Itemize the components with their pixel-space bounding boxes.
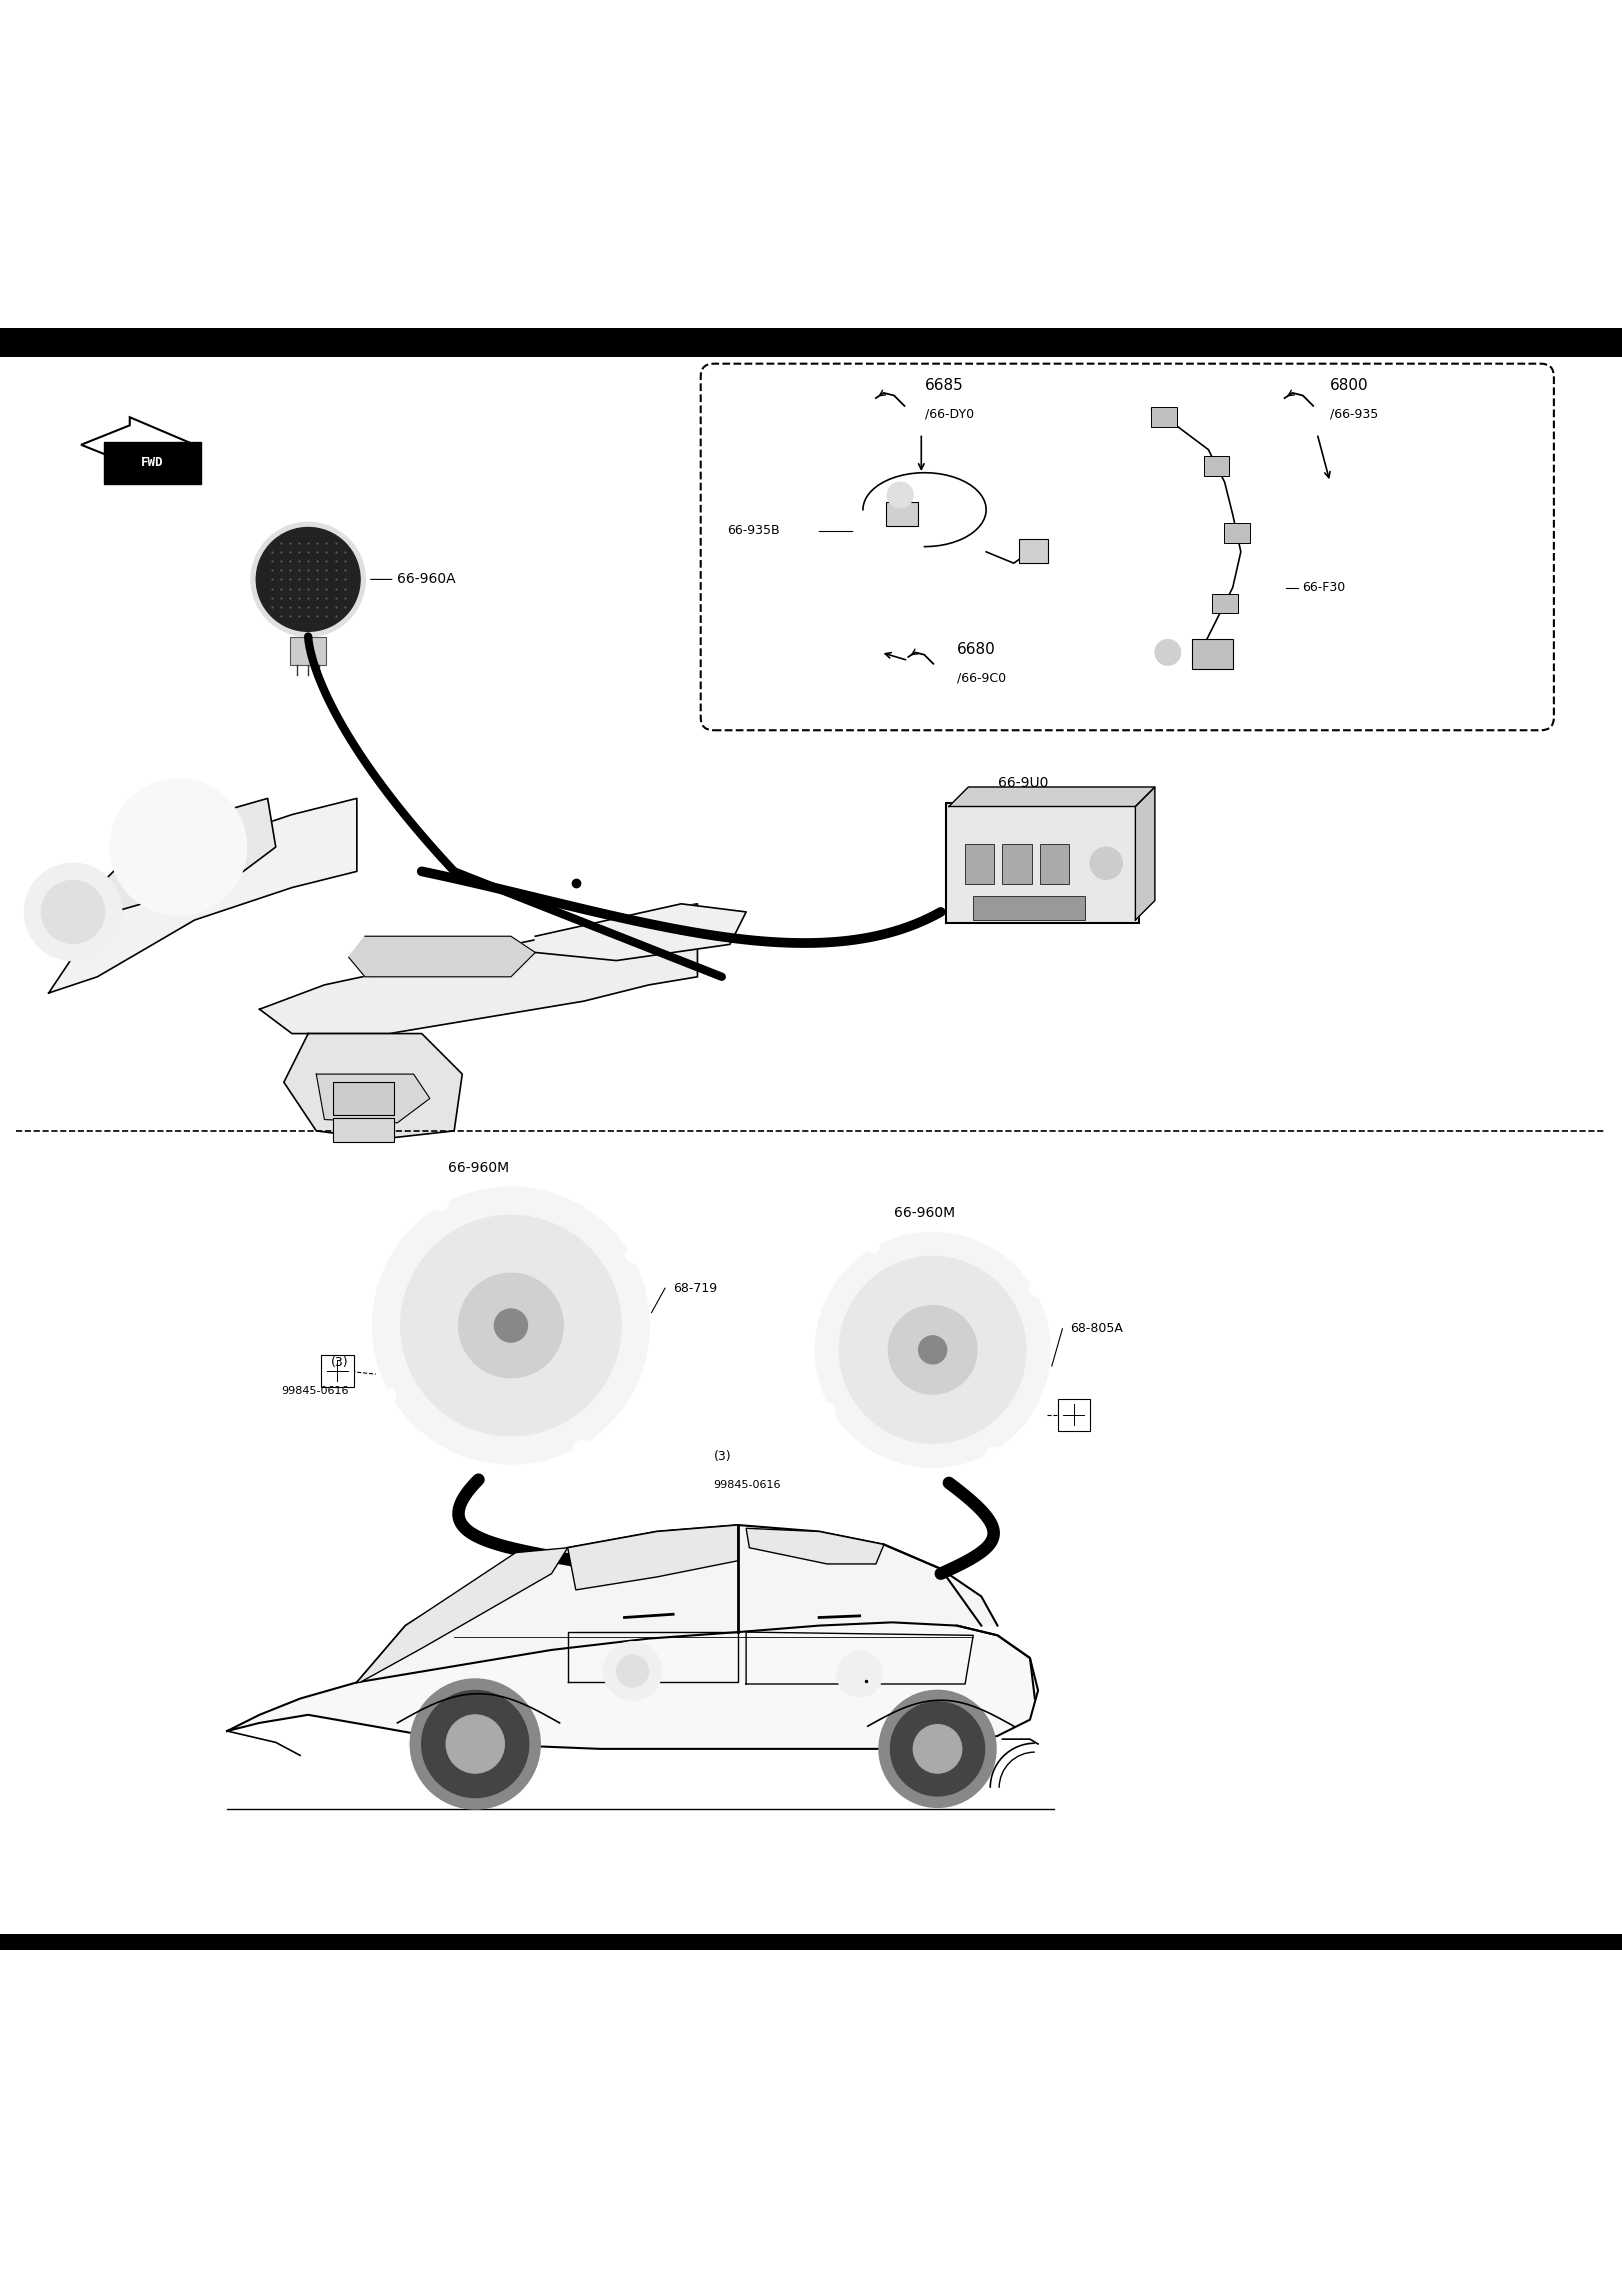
FancyBboxPatch shape	[946, 804, 1139, 923]
Bar	[0, 328, 1622, 358]
Text: 66-960A: 66-960A	[371, 572, 456, 585]
Text: 66-960M: 66-960M	[894, 1205, 955, 1221]
Circle shape	[110, 779, 247, 916]
Circle shape	[373, 1187, 649, 1462]
Polygon shape	[746, 1529, 884, 1565]
Circle shape	[1090, 847, 1122, 879]
Circle shape	[401, 1214, 621, 1435]
Circle shape	[495, 1310, 527, 1342]
Circle shape	[24, 863, 122, 961]
Bar	[321, 1355, 354, 1387]
Text: 66-9U0: 66-9U0	[998, 777, 1048, 790]
Circle shape	[913, 1724, 962, 1772]
Text: /66-9C0: /66-9C0	[957, 672, 1006, 686]
Text: 6680: 6680	[957, 642, 996, 658]
Polygon shape	[949, 786, 1155, 806]
Text: 6800: 6800	[1330, 378, 1369, 392]
Text: 6685: 6685	[925, 378, 963, 392]
Circle shape	[410, 1679, 540, 1809]
Polygon shape	[81, 417, 195, 476]
Circle shape	[1030, 1283, 1045, 1296]
FancyBboxPatch shape	[104, 442, 201, 483]
Bar	[0, 1934, 1622, 1950]
Text: (3): (3)	[714, 1451, 732, 1462]
Circle shape	[431, 1194, 448, 1212]
Circle shape	[986, 1447, 999, 1460]
Polygon shape	[49, 797, 357, 993]
Circle shape	[256, 528, 360, 631]
Text: /66-935: /66-935	[1330, 408, 1379, 421]
Text: 99845-0616: 99845-0616	[714, 1481, 782, 1490]
Circle shape	[251, 522, 365, 636]
Bar	[1019, 540, 1048, 563]
Circle shape	[887, 483, 913, 508]
Polygon shape	[227, 1622, 1038, 1750]
Bar	[965, 843, 994, 884]
Circle shape	[422, 1690, 529, 1797]
Text: 99845-0616: 99845-0616	[281, 1385, 349, 1396]
Circle shape	[890, 1702, 985, 1795]
Circle shape	[839, 1257, 1027, 1444]
Polygon shape	[349, 936, 535, 977]
Bar	[290, 636, 326, 665]
Circle shape	[603, 1642, 662, 1699]
Polygon shape	[357, 1547, 568, 1683]
Circle shape	[1155, 640, 1181, 665]
Polygon shape	[535, 904, 746, 961]
Bar	[886, 501, 918, 526]
FancyBboxPatch shape	[701, 364, 1554, 731]
Bar	[333, 1118, 394, 1141]
Circle shape	[616, 1654, 649, 1688]
Text: 68-805A: 68-805A	[1071, 1321, 1124, 1335]
Bar	[1192, 640, 1233, 670]
Circle shape	[866, 1239, 879, 1253]
Bar	[1212, 595, 1238, 613]
Polygon shape	[568, 1524, 738, 1590]
Circle shape	[41, 879, 104, 943]
Bar	[1058, 1399, 1090, 1431]
Polygon shape	[357, 1524, 998, 1683]
Text: 66-935B: 66-935B	[727, 524, 779, 538]
Bar	[1040, 843, 1069, 884]
Circle shape	[380, 1387, 396, 1406]
Bar	[1223, 524, 1249, 542]
Text: 66-960M: 66-960M	[448, 1162, 509, 1175]
Bar	[333, 1082, 394, 1114]
Text: /66-DY0: /66-DY0	[925, 408, 973, 421]
Circle shape	[626, 1246, 642, 1262]
Bar	[973, 895, 1085, 920]
Polygon shape	[105, 797, 276, 911]
Bar	[1002, 843, 1032, 884]
Polygon shape	[284, 1034, 462, 1139]
Circle shape	[879, 1690, 996, 1806]
Polygon shape	[1135, 786, 1155, 920]
Text: 68-719: 68-719	[673, 1283, 717, 1294]
Circle shape	[918, 1335, 947, 1365]
Text: (3): (3)	[331, 1355, 349, 1369]
Bar	[1152, 408, 1178, 426]
Circle shape	[889, 1305, 976, 1394]
Polygon shape	[260, 904, 697, 1034]
Circle shape	[821, 1403, 835, 1417]
Circle shape	[837, 1652, 882, 1697]
Circle shape	[459, 1273, 563, 1378]
Polygon shape	[316, 1075, 430, 1123]
Circle shape	[446, 1715, 504, 1772]
Text: 66-F30: 66-F30	[1302, 581, 1346, 595]
Bar	[1204, 456, 1229, 476]
Circle shape	[816, 1232, 1049, 1467]
Circle shape	[574, 1440, 590, 1458]
Text: FWD: FWD	[141, 456, 164, 469]
